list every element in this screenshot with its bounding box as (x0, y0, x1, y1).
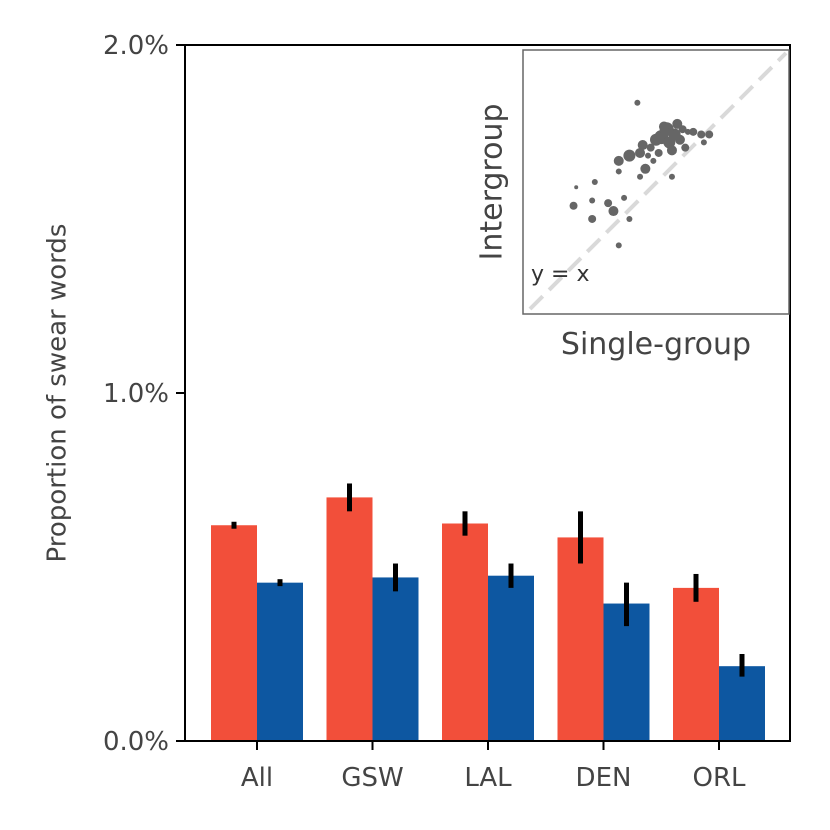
y-tick-label-2: 2.0% (103, 31, 169, 61)
inset-diagonal-line (528, 51, 788, 311)
bar-lal-single-group (488, 575, 534, 741)
x-tick-label-den: DEN (576, 763, 632, 793)
inset-point-26 (645, 152, 652, 159)
inset-points-layer (569, 99, 714, 249)
y-tick-label-0: 0.0% (103, 727, 169, 757)
inset-point-20 (640, 163, 651, 174)
bar-orl-intergroup (673, 587, 719, 741)
y-ticks-layer: 0.0% 1.0% 2.0% (103, 31, 185, 757)
inset-point-33 (608, 206, 619, 217)
bar-gsw-single-group (372, 577, 419, 741)
inset-point-35 (569, 201, 578, 210)
x-tick-label-gsw: GSW (341, 763, 403, 793)
inset-annotation: y = x (531, 262, 589, 287)
inset-point-25 (681, 143, 690, 152)
inset-point-27 (615, 168, 622, 175)
inset-x-label: Single-group (561, 327, 751, 362)
inset-point-21 (666, 145, 677, 156)
inset-point-19 (650, 157, 657, 164)
inset-point-5 (637, 140, 648, 151)
x-tick-label-all: All (241, 763, 273, 793)
inset-point-34 (574, 185, 579, 190)
inset-point-37 (626, 215, 633, 222)
bar-gsw-intergroup (326, 497, 373, 741)
inset-point-22 (674, 134, 685, 145)
inset-point-29 (589, 197, 596, 204)
x-ticks-layer: All GSW LAL DEN ORL (241, 741, 746, 793)
inset-point-3 (635, 147, 646, 158)
inset-point-1 (613, 155, 624, 166)
inset-point-14 (684, 128, 691, 135)
inset-point-30 (604, 199, 613, 208)
bar-all-intergroup (211, 525, 257, 741)
inset-point-16 (697, 130, 706, 139)
inset-point-4 (646, 143, 655, 152)
bars-layer (211, 497, 765, 741)
bar-lal-intergroup (442, 523, 488, 741)
bar-den-single-group (603, 603, 650, 741)
inset-point-13 (678, 125, 687, 134)
bar-all-single-group (257, 582, 303, 741)
y-tick-label-1: 1.0% (103, 379, 169, 409)
inset-point-0 (634, 99, 641, 106)
inset-point-2 (623, 149, 636, 162)
inset-scatter: y = x Intergroup Single-group (475, 49, 790, 362)
inset-y-label: Intergroup (475, 103, 510, 260)
inset-point-28 (591, 179, 598, 185)
inset-point-31 (621, 194, 628, 201)
x-tick-label-orl: ORL (692, 763, 746, 793)
inset-point-15 (689, 127, 698, 136)
x-tick-label-lal: LAL (464, 763, 512, 793)
inset-point-36 (615, 242, 622, 249)
inset-point-24 (637, 173, 644, 180)
inset-point-18 (700, 139, 707, 146)
bar-den-intergroup (557, 537, 604, 741)
bar-orl-single-group (719, 666, 765, 741)
y-axis-label: Proportion of swear words (43, 224, 73, 563)
inset-point-12 (658, 121, 669, 132)
inset-point-38 (668, 173, 675, 180)
inset-point-17 (705, 130, 714, 139)
inset-point-32 (588, 214, 597, 223)
error-bars-layer (231, 483, 745, 677)
inset-point-23 (654, 148, 663, 157)
